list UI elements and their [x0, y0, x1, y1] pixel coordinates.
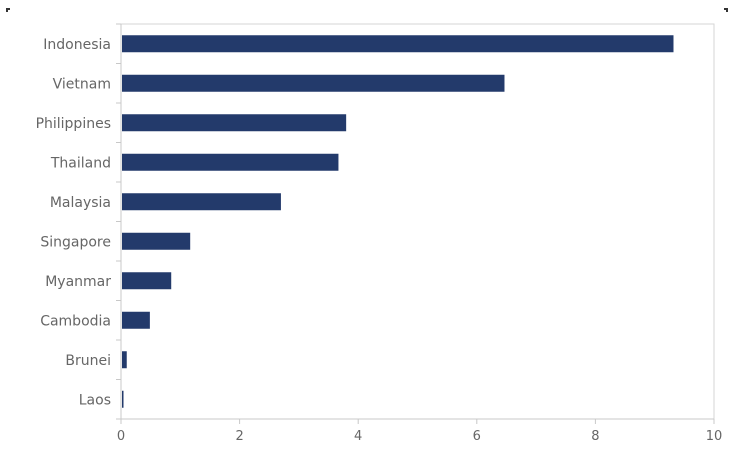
bar-indonesia [122, 35, 674, 53]
category-label: Indonesia [43, 37, 111, 53]
x-tick-label: 4 [354, 429, 362, 444]
y-axis-ticks [116, 23, 121, 420]
category-label: Vietnam [53, 76, 111, 92]
bar-singapore [122, 232, 191, 250]
corner-marks [6, 8, 728, 12]
category-label: Myanmar [45, 274, 111, 290]
bar-brunei [122, 351, 127, 369]
category-label: Malaysia [50, 195, 111, 211]
bar-thailand [122, 153, 339, 171]
bar-laos [122, 390, 124, 408]
x-tick-label: 0 [117, 429, 125, 444]
category-label: Singapore [40, 234, 111, 250]
category-label: Cambodia [40, 313, 111, 329]
bar-vietnam [122, 74, 505, 92]
category-label: Philippines [36, 116, 111, 132]
x-tick-label: 8 [591, 429, 599, 444]
bar-philippines [122, 114, 347, 132]
category-label: Thailand [50, 155, 111, 171]
x-axis-ticks: 0 2 4 6 8 10 [117, 419, 722, 444]
bar-myanmar [122, 272, 172, 290]
category-label: Brunei [65, 353, 111, 369]
bars-group [122, 35, 674, 408]
category-label: Laos [79, 392, 111, 408]
category-labels: Indonesia Vietnam Philippines Thailand Malay… [36, 37, 112, 409]
x-tick-label: 6 [473, 429, 481, 444]
x-tick-label: 10 [706, 429, 723, 444]
bar-malaysia [122, 193, 281, 211]
x-tick-label: 2 [235, 429, 243, 444]
bar-cambodia [122, 311, 150, 329]
